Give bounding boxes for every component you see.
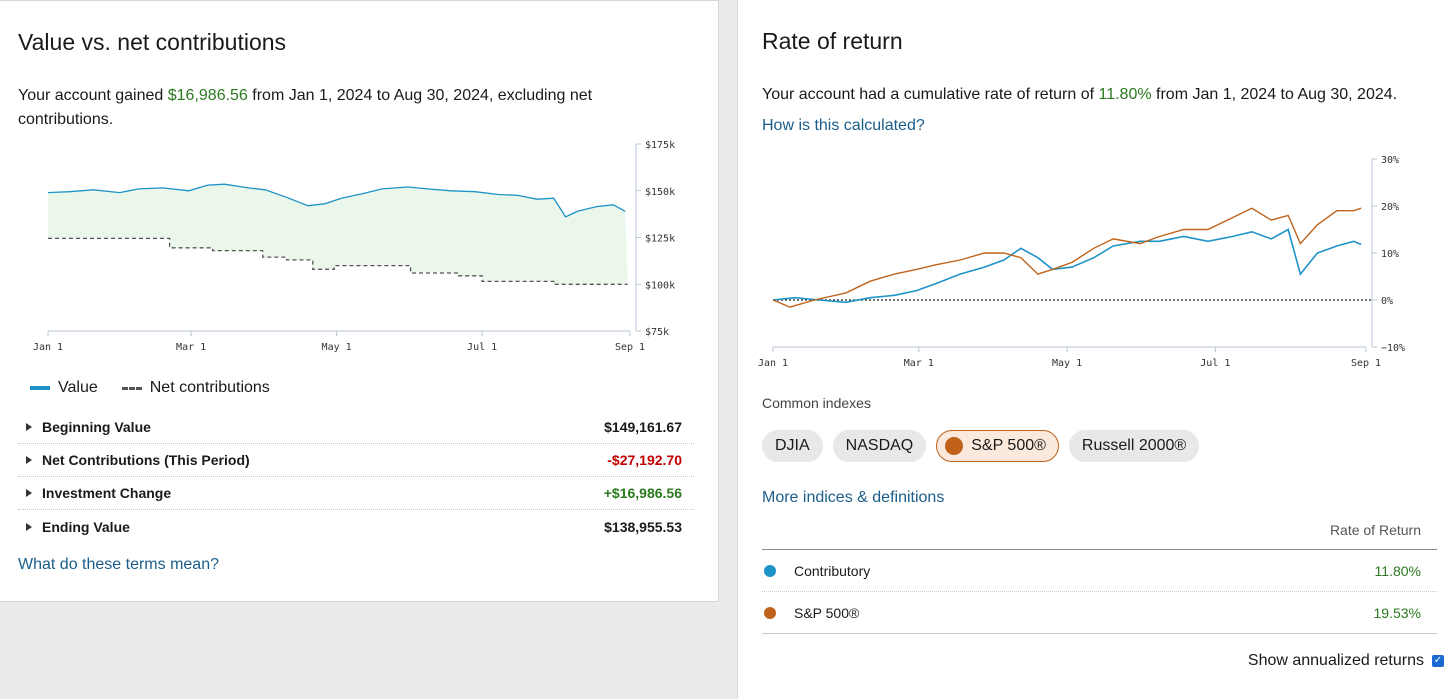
x-tick-label: Jul 1: [467, 342, 497, 353]
row-contributory: Contributory 11.80%: [762, 550, 1437, 592]
common-indexes-label: Common indexes: [762, 395, 871, 411]
return-chart: −10% 0% 10% 20% 30% Jan 1 Mar 1 May 1 Jul 1 Sep 1: [758, 155, 1405, 369]
row-beginning-value[interactable]: Beginning Value $149,161.67: [18, 411, 694, 444]
more-indices-link[interactable]: More indices & definitions: [762, 489, 945, 506]
contributory-series-line: [772, 228, 1362, 304]
row-ending-value[interactable]: Ending Value $138,955.53: [18, 510, 694, 543]
net-contributions-series-line: [48, 237, 628, 285]
expand-triangle-icon: [26, 423, 32, 431]
value-chart: $75k $100k $125k $150k $175k Jan 1 Mar 1 May 1 J…: [33, 140, 675, 353]
expand-triangle-icon: [26, 522, 32, 531]
table-header: Rate of Return: [762, 520, 1437, 550]
x-tick-label: Jul 1: [1200, 358, 1230, 369]
gain-amount: $16,986.56: [167, 87, 248, 104]
account-summary-table: Beginning Value $149,161.67 Net Contribu…: [18, 411, 694, 543]
how-calculated-link[interactable]: How is this calculated?: [762, 117, 925, 134]
value-series-line: [47, 183, 626, 218]
expand-triangle-icon: [26, 456, 32, 464]
chip-djia[interactable]: DJIA: [762, 430, 823, 462]
y-tick-label: 0%: [1381, 296, 1393, 307]
x-tick-label: Sep 1: [1351, 358, 1381, 369]
x-tick-label: Jan 1: [758, 358, 788, 369]
y-tick-label: 10%: [1381, 249, 1399, 260]
rate-of-return-card: Rate of return Your account had a cumula…: [737, 0, 1456, 699]
value-swatch: [30, 386, 50, 390]
show-annualized-returns: Show annualized returns ✓: [1247, 652, 1444, 669]
sp500-series-line: [772, 207, 1362, 308]
gain-area: [48, 184, 628, 285]
chip-sp500[interactable]: S&P 500®: [936, 430, 1059, 462]
y-tick-label: −10%: [1381, 343, 1405, 354]
x-tick-label: Sep 1: [615, 342, 645, 353]
row-investment-change[interactable]: Investment Change +$16,986.56: [18, 477, 694, 510]
x-tick-label: Jan 1: [33, 342, 63, 353]
contributory-dot-icon: [764, 564, 776, 577]
return-summary: Your account had a cumulative rate of re…: [762, 86, 1398, 103]
x-tick-label: May 1: [322, 342, 352, 353]
chip-nasdaq[interactable]: NASDAQ: [832, 430, 927, 462]
net-swatch: [121, 386, 142, 390]
chart-legend: Value Net contributions: [30, 379, 284, 397]
y-tick-label: $150k: [645, 187, 675, 198]
expand-triangle-icon: [26, 489, 32, 497]
row-net-contributions[interactable]: Net Contributions (This Period) -$27,192…: [18, 444, 694, 477]
sp500-dot-icon: [764, 606, 776, 619]
y-tick-label: 20%: [1381, 202, 1399, 213]
index-chips: DJIA NASDAQ S&P 500® Russell 2000®: [762, 430, 1200, 462]
value-vs-contributions-card: Value vs. net contributions Your account…: [0, 0, 719, 602]
y-tick-label: $125k: [645, 234, 675, 245]
y-tick-label: 30%: [1381, 155, 1399, 166]
x-tick-label: Mar 1: [176, 342, 206, 353]
annualized-checkbox[interactable]: ✓: [1432, 655, 1444, 667]
gain-summary: Your account gained $16,986.56 from Jan …: [18, 87, 593, 128]
chip-russell-2000[interactable]: Russell 2000®: [1068, 430, 1200, 462]
y-tick-label: $75k: [645, 327, 669, 338]
card-title: Rate of return: [762, 28, 903, 54]
return-pct: 11.80%: [1098, 86, 1152, 103]
terms-link[interactable]: What do these terms mean?: [18, 556, 219, 573]
rate-of-return-table: Rate of Return Contributory 11.80% S&P 5…: [762, 520, 1437, 634]
x-tick-label: May 1: [1052, 358, 1082, 369]
row-sp500: S&P 500® 19.53%: [762, 592, 1437, 634]
x-tick-label: Mar 1: [904, 358, 934, 369]
sp500-dot-icon: [945, 437, 964, 455]
y-tick-label: $175k: [645, 140, 675, 151]
y-tick-label: $100k: [645, 280, 675, 291]
legend-value: Value: [30, 379, 98, 397]
legend-net-contributions: Net contributions: [121, 379, 270, 397]
card-title: Value vs. net contributions: [18, 29, 287, 55]
